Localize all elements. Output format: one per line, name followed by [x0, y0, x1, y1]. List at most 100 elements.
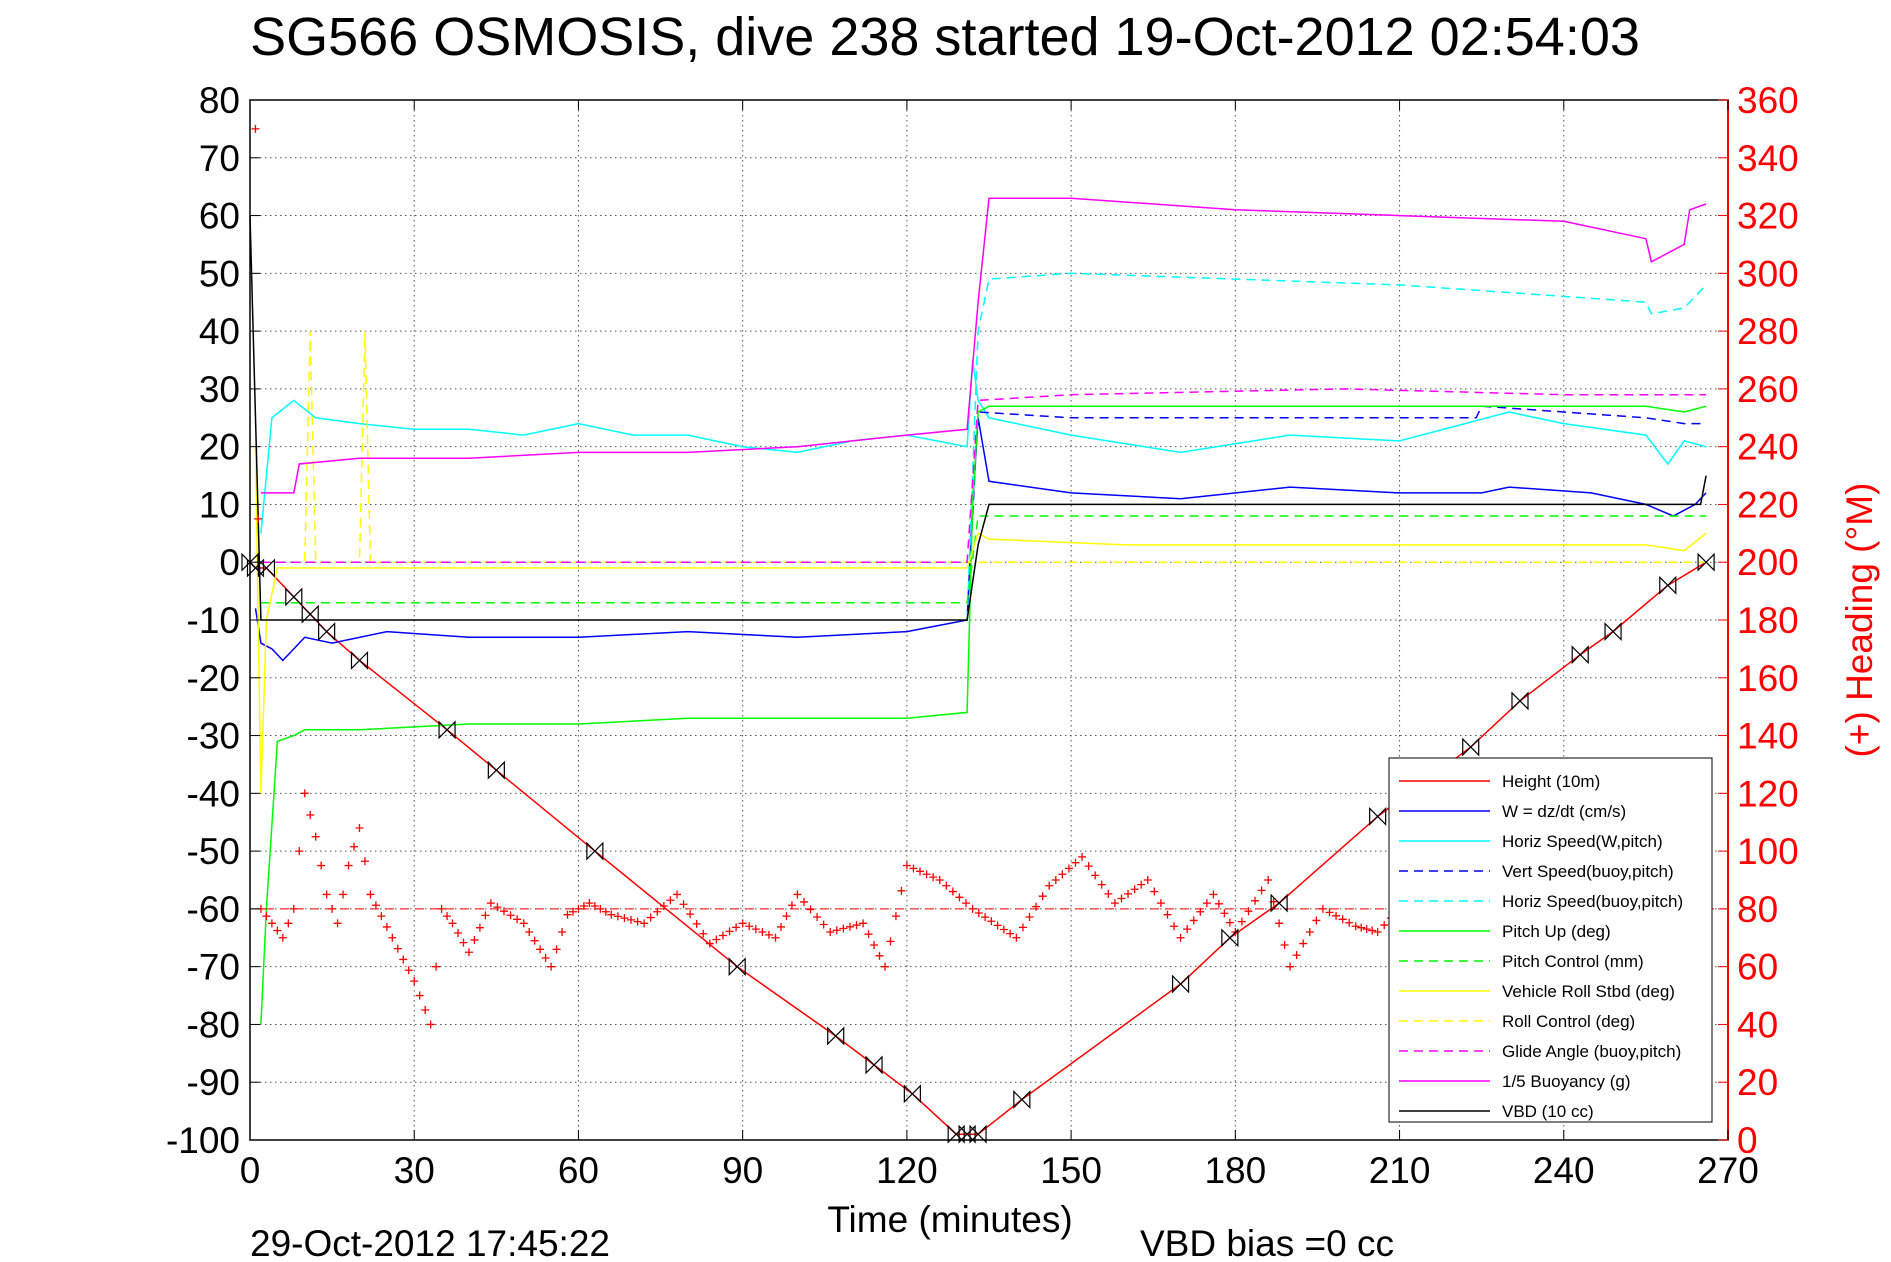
heading-point [596, 904, 605, 913]
y2-tick-label: 100 [1737, 831, 1799, 872]
height-marker [903, 1084, 921, 1104]
heading-point [1018, 923, 1027, 932]
height-marker [1697, 552, 1715, 572]
height-marker [1571, 645, 1589, 665]
heading-point [558, 928, 567, 936]
heading-point [672, 890, 681, 899]
heading-point [421, 1006, 430, 1014]
x-tick-label: 120 [876, 1150, 938, 1191]
heading-point [942, 881, 951, 890]
heading-point [699, 929, 708, 938]
heading-point [1137, 880, 1146, 889]
x-tick-label: 60 [558, 1150, 599, 1191]
heading-point [1078, 852, 1087, 861]
heading-point [613, 912, 622, 921]
heading-point [366, 890, 375, 899]
heading-point [448, 919, 457, 928]
heading-point [1150, 887, 1159, 896]
heading-point [787, 901, 796, 910]
heading-point [1214, 899, 1223, 908]
height-marker [1013, 1090, 1031, 1110]
y2-tick-label: 60 [1737, 947, 1778, 988]
heading-point [968, 904, 977, 913]
height-marker [1659, 575, 1677, 595]
heading-point [552, 945, 561, 954]
heading-point [826, 928, 835, 936]
heading-point [751, 925, 760, 934]
y2-tick-label: 160 [1737, 658, 1799, 699]
heading-point [955, 893, 964, 902]
heading-point [692, 919, 701, 928]
y-tick-label: -20 [187, 658, 240, 699]
height-marker [257, 558, 276, 578]
legend-label-roll_control: Roll Control (deg) [1502, 1012, 1635, 1031]
heading-point [1332, 911, 1341, 920]
heading-point [738, 919, 747, 928]
heading-point [475, 923, 484, 932]
y2-tick-label: 80 [1737, 889, 1778, 930]
heading-point [1202, 899, 1211, 908]
height-marker [1171, 974, 1190, 994]
heading-point [1163, 910, 1172, 919]
x-tick-label: 90 [722, 1150, 763, 1191]
heading-point [1237, 917, 1246, 926]
y-tick-label: -90 [187, 1062, 240, 1103]
heading-point [666, 896, 675, 905]
heading-point [626, 915, 635, 924]
heading-point [902, 861, 911, 870]
height-marker [728, 957, 746, 977]
heading-point [311, 832, 320, 841]
y-tick-label: 10 [199, 484, 240, 525]
series-roll [254, 446, 1707, 794]
heading-point [262, 912, 271, 921]
heading-point [974, 909, 983, 918]
heading-point [541, 954, 550, 962]
y2-tick-label: 180 [1737, 600, 1799, 641]
y2-tick-label: 260 [1737, 369, 1799, 410]
heading-point [382, 922, 391, 931]
heading-point [1176, 933, 1185, 942]
heading-point [832, 926, 841, 935]
legend-label-pitch: Pitch Up (deg) [1502, 922, 1611, 941]
heading-point [1351, 922, 1360, 931]
heading-point [251, 124, 260, 133]
heading-point [1038, 892, 1047, 901]
y2-tick-label: 20 [1737, 1062, 1778, 1103]
y-tick-label: -80 [187, 1004, 240, 1045]
heading-point [1373, 928, 1382, 936]
heading-point [732, 923, 741, 932]
heading-point [1110, 899, 1119, 908]
heading-point [404, 966, 413, 975]
heading-point [1251, 896, 1260, 905]
heading-point [426, 1020, 435, 1029]
series-horiz_speed_buoy [966, 272, 1707, 621]
heading-point [880, 962, 889, 971]
y-tick-label: 30 [199, 369, 240, 410]
x-tick-label: 240 [1533, 1150, 1595, 1191]
heading-point [981, 913, 990, 922]
heading-point [745, 922, 754, 931]
x-axis: 0 30 60 90 120 150 180 210 240 270 [240, 100, 1759, 1191]
y2-tick-label: 0 [1737, 1120, 1758, 1161]
heading-point [1084, 862, 1093, 871]
heading-point [459, 938, 468, 947]
heading-point [513, 915, 522, 924]
y2-tick-label: 140 [1737, 716, 1799, 757]
heading-point [393, 944, 402, 953]
heading-point [568, 907, 577, 916]
heading-point [819, 920, 828, 929]
legend-label-glide_angle: Glide Angle (buoy,pitch) [1502, 1042, 1681, 1061]
y-tick-label: -30 [187, 716, 240, 757]
heading-point [1280, 941, 1289, 949]
legend-label-pitch_control: Pitch Control (mm) [1502, 952, 1644, 971]
y2-tick-label: 240 [1737, 427, 1799, 468]
y2-tick-label: 340 [1737, 138, 1799, 179]
heading-point [388, 933, 397, 942]
heading-point [278, 933, 287, 942]
heading-point [999, 925, 1008, 934]
heading-point [916, 867, 925, 876]
heading-point [1117, 894, 1126, 903]
heading-point [1345, 918, 1354, 927]
heading-point [267, 919, 276, 928]
series-vbd [249, 215, 1707, 621]
